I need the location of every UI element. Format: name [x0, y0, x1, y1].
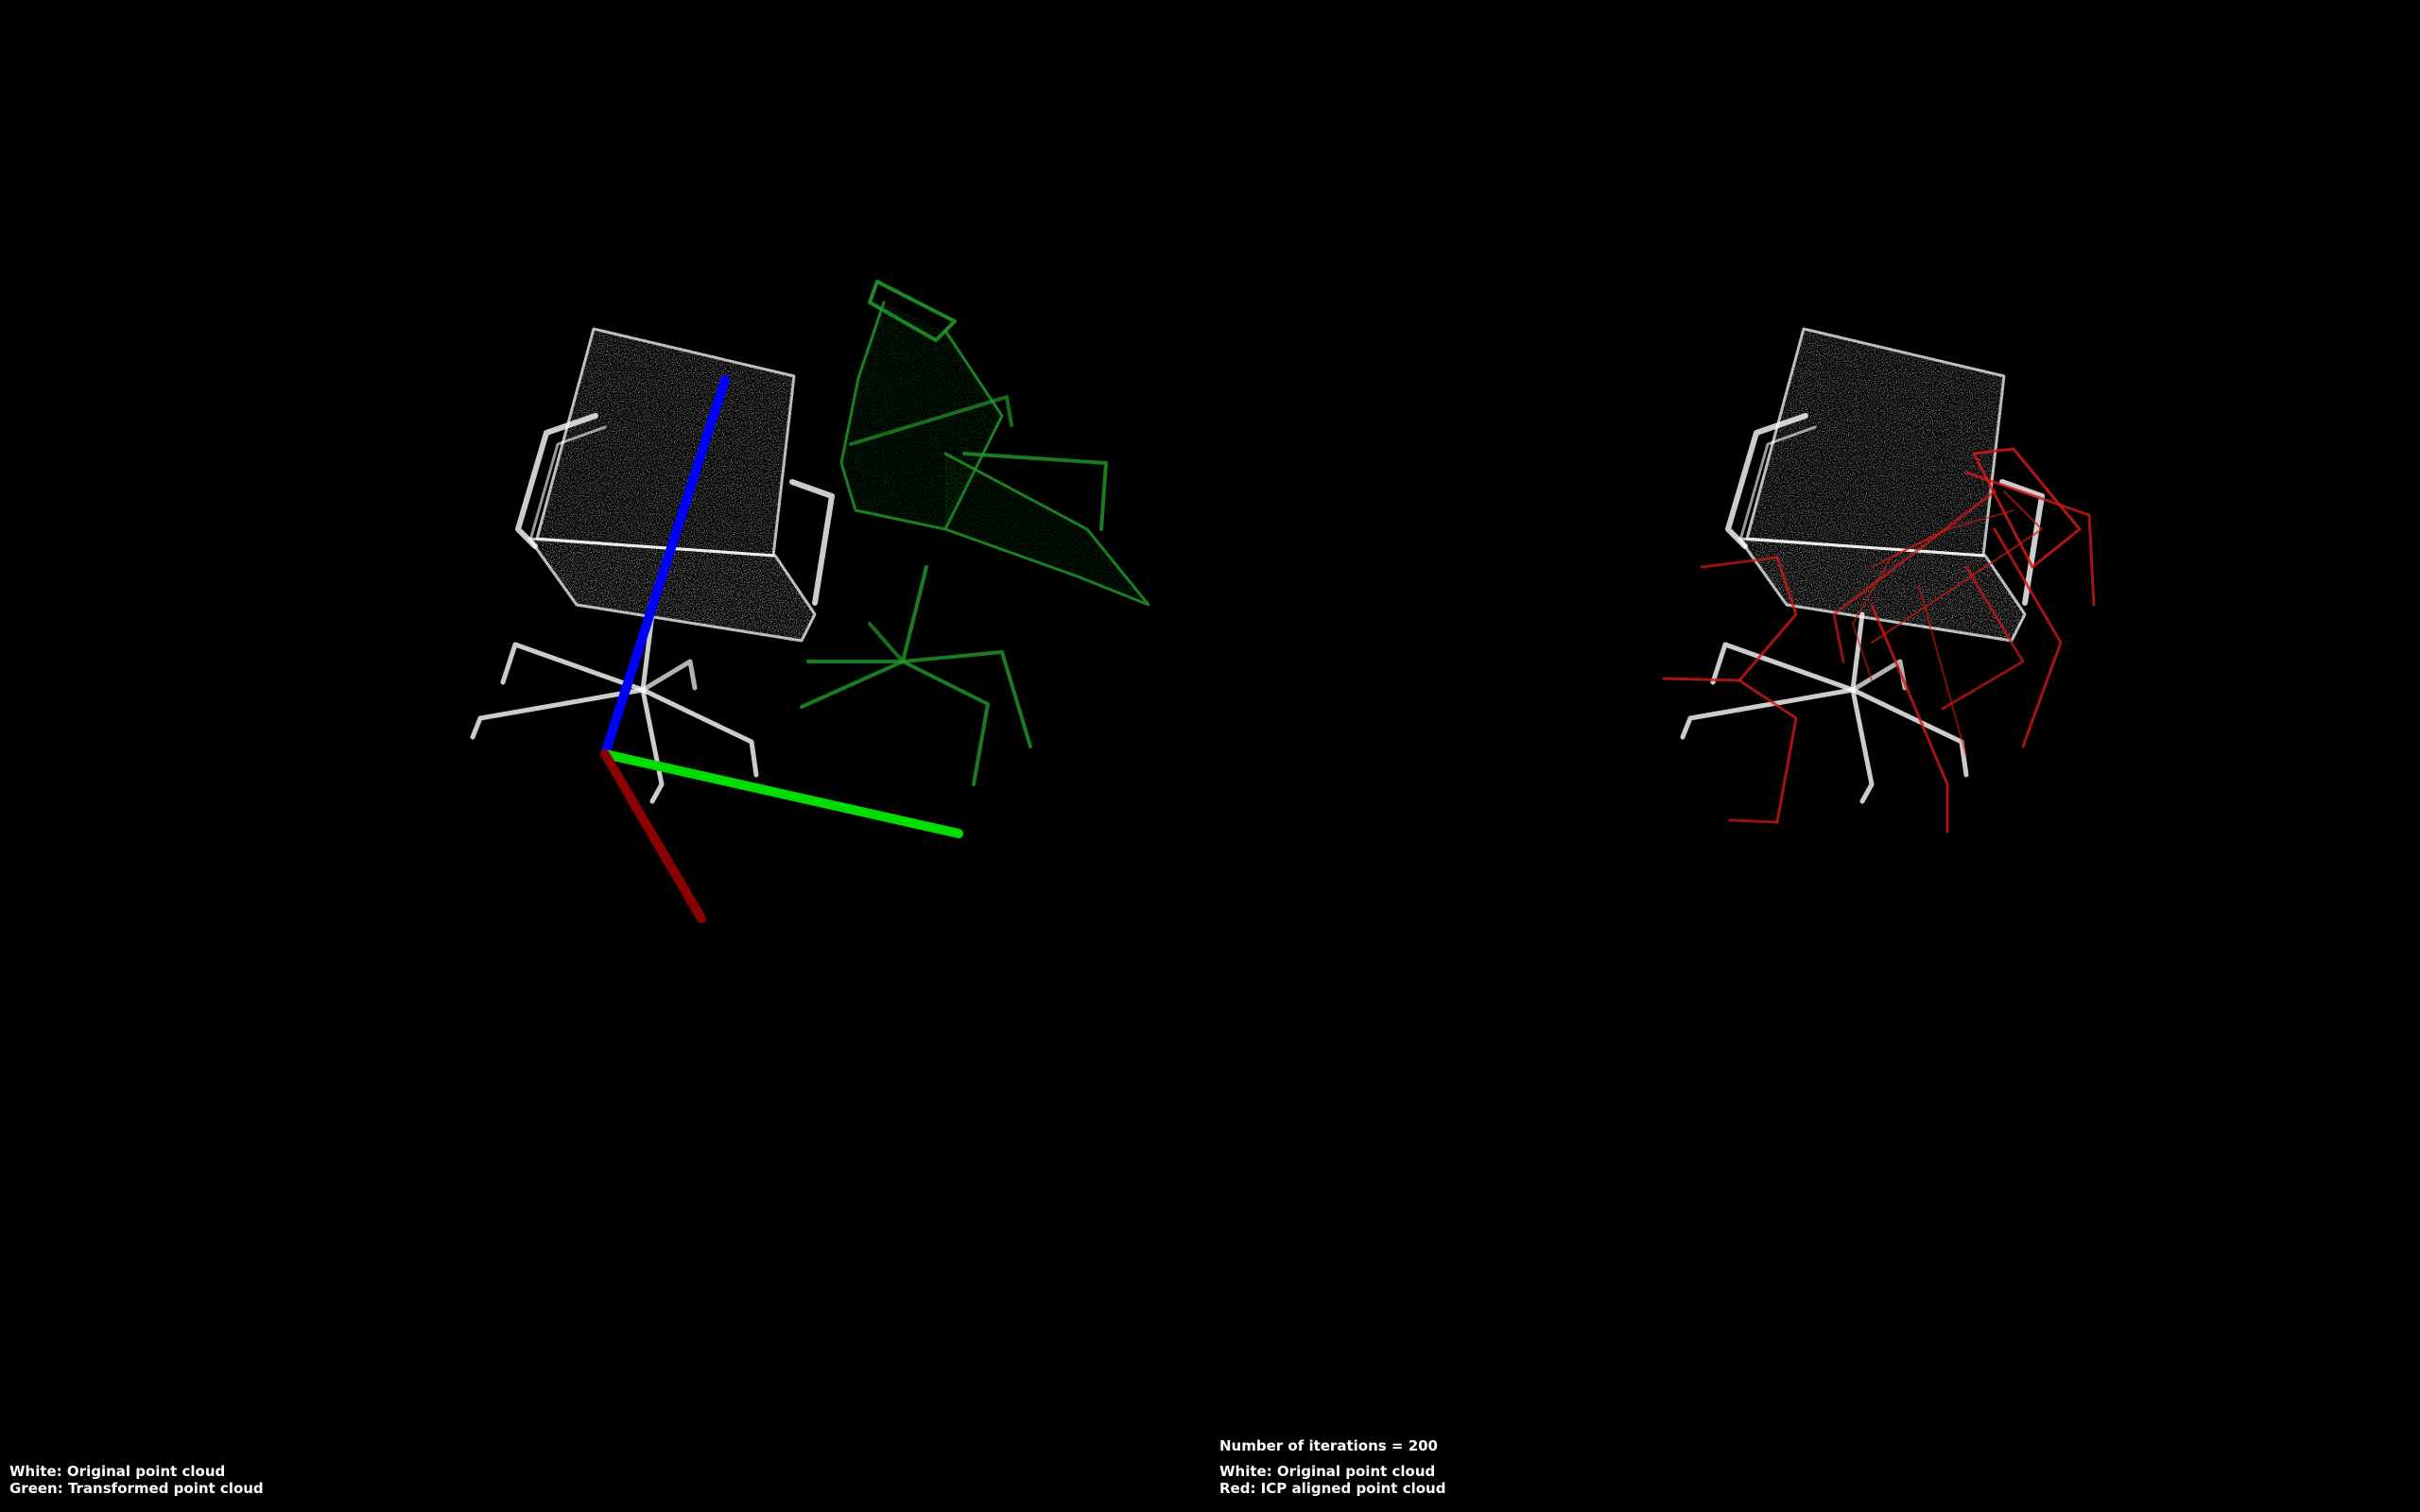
- legend-icp-aligned: Red: ICP aligned point cloud: [1219, 1480, 1446, 1497]
- legend-transformed: Green: Transformed point cloud: [9, 1480, 264, 1497]
- axis-x: [600, 749, 706, 923]
- right-viewport[interactable]: Number of iterations = 200 White: Origin…: [1210, 0, 2420, 1512]
- left-viewport[interactable]: White: Original point cloud Green: Trans…: [0, 0, 1210, 1512]
- coordinate-axes: [600, 375, 963, 923]
- icp-aligned-point-cloud: [1662, 447, 2096, 833]
- transformed-point-cloud: [800, 280, 1150, 786]
- iterations-counter: Number of iterations = 200: [1219, 1437, 1438, 1454]
- legend-original-left: White: Original point cloud: [9, 1463, 226, 1480]
- axis-y: [600, 749, 963, 838]
- left-3d-canvas[interactable]: [0, 0, 1210, 1512]
- right-3d-canvas[interactable]: [1210, 0, 2420, 1512]
- axis-z: [600, 375, 730, 759]
- legend-original-right: White: Original point cloud: [1219, 1463, 1436, 1480]
- original-point-cloud-left: [470, 327, 835, 804]
